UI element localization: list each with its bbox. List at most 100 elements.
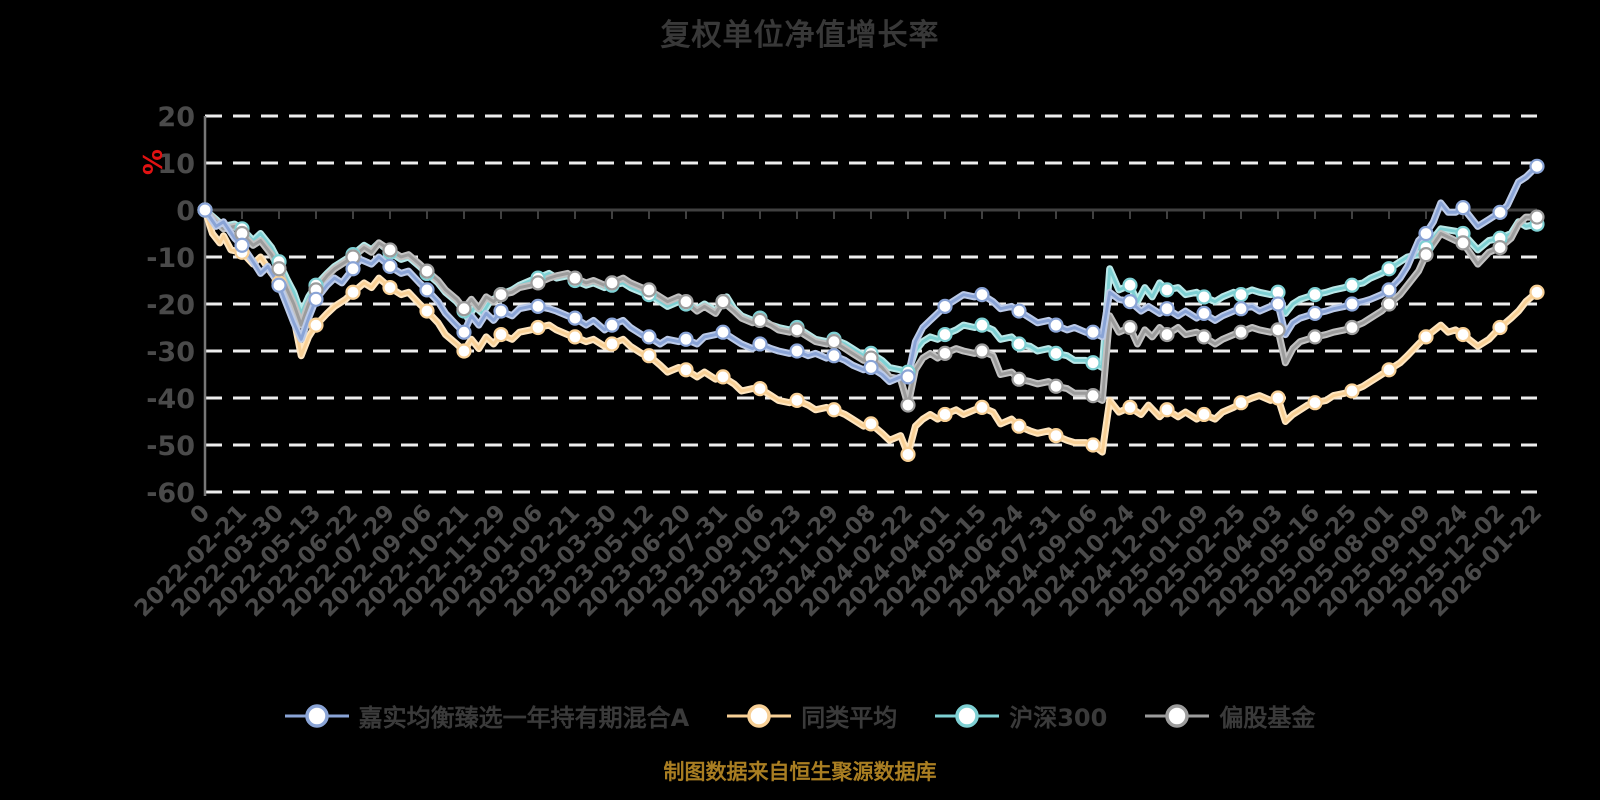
legend-item-label: 同类平均 <box>801 704 898 732</box>
series-marker-3 <box>974 287 990 303</box>
legend-item-1[interactable]: 同类平均 <box>727 698 897 733</box>
series-marker-3 <box>678 331 694 347</box>
legend-marker-icon <box>935 703 1000 728</box>
series-marker-3 <box>1307 305 1323 321</box>
legend: 嘉实均衡臻选一年持有期混合A 同类平均 沪深300 偏股基金 <box>0 698 1600 733</box>
series-marker-1 <box>1344 277 1360 293</box>
y-tick-label: -10 <box>146 243 195 274</box>
series-marker-0 <box>1011 418 1027 434</box>
series-marker-0 <box>1418 329 1434 345</box>
series-marker-2 <box>382 242 398 258</box>
x-axis <box>204 208 1538 219</box>
series-marker-3 <box>1381 282 1397 298</box>
legend-marker-icon <box>284 703 349 728</box>
series-marker-2 <box>974 343 990 359</box>
series-marker-3 <box>900 369 916 385</box>
series-marker-0 <box>1307 395 1323 411</box>
series-marker-1 <box>1085 355 1101 371</box>
series-marker-1 <box>1048 345 1064 361</box>
legend-marker-icon <box>727 703 792 728</box>
series-marker-1 <box>1011 336 1027 352</box>
series-marker-3 <box>1418 225 1434 242</box>
series-marker-2 <box>1122 319 1138 336</box>
series-marker-0 <box>715 369 731 385</box>
series-marker-1 <box>1122 277 1138 293</box>
series-marker-0 <box>1048 428 1064 444</box>
percent-unit-label: % <box>136 149 166 175</box>
series-marker-2 <box>1418 247 1434 263</box>
series-marker-0 <box>937 406 953 423</box>
series-marker-2 <box>900 397 916 413</box>
series-marker-2 <box>1011 371 1027 387</box>
series-marker-2 <box>1048 378 1064 394</box>
series-marker-1 <box>1159 282 1175 298</box>
series-marker-3 <box>271 277 287 293</box>
series-marker-3 <box>197 202 213 218</box>
series-marker-0 <box>604 336 620 352</box>
series-marker-1 <box>974 317 990 333</box>
legend-item-3[interactable]: 偏股基金 <box>1145 698 1315 733</box>
y-tick-label: 0 <box>176 196 195 227</box>
series-marker-2 <box>493 287 509 303</box>
y-tick-label: 20 <box>157 102 195 133</box>
series-marker-3 <box>715 324 731 340</box>
series-marker-0 <box>1529 284 1545 300</box>
series-marker-3 <box>530 298 546 314</box>
series-marker-1 <box>1381 261 1397 277</box>
series-marker-0 <box>1270 390 1286 406</box>
series-marker-2 <box>1085 388 1101 404</box>
series-marker-3 <box>308 291 324 307</box>
chart-title: 复权单位净值增长率 <box>660 18 940 53</box>
series-marker-0 <box>826 402 842 418</box>
series-marker-2 <box>1492 240 1508 256</box>
series-marker-0 <box>974 399 990 415</box>
series-marker-3 <box>1529 158 1545 174</box>
series-marker-3 <box>937 298 953 314</box>
series-marker-3 <box>345 261 361 277</box>
series-marker-2 <box>752 312 768 329</box>
data-source-caption: 制图数据来自恒生聚源数据库 <box>663 760 937 784</box>
series-marker-2 <box>271 261 287 277</box>
series-marker-1 <box>1307 287 1323 303</box>
series-marker-0 <box>1159 402 1175 418</box>
legend-item-2[interactable]: 沪深300 <box>935 698 1107 733</box>
series-marker-2 <box>1381 296 1397 312</box>
series-marker-2 <box>1529 209 1545 225</box>
series-marker-3 <box>567 310 583 326</box>
series-marker-2 <box>826 334 842 350</box>
series-marker-0 <box>641 348 657 364</box>
legend-item-label: 嘉实均衡臻选一年持有期混合A <box>358 704 690 732</box>
series-marker-0 <box>456 343 472 359</box>
series-marker-3 <box>1085 324 1101 340</box>
series-marker-0 <box>345 284 361 300</box>
series-marker-3 <box>1159 301 1175 317</box>
series-marker-3 <box>1196 305 1212 321</box>
series-marker-0 <box>419 303 435 319</box>
series-marker-2 <box>567 270 583 286</box>
series-marker-0 <box>493 326 509 343</box>
series-marker-2 <box>1307 329 1323 345</box>
series-markers <box>197 158 1545 462</box>
series-marker-2 <box>789 322 805 338</box>
series-marker-3 <box>1455 200 1471 216</box>
legend-item-0[interactable]: 嘉实均衡臻选一年持有期混合A <box>284 698 690 733</box>
series-marker-3 <box>456 324 472 340</box>
x-axis-labels: 02022-02-212022-03-302022-05-132022-06-2… <box>130 500 1547 622</box>
series-marker-0 <box>308 317 324 333</box>
series-marker-3 <box>382 258 398 274</box>
series-marker-3 <box>1270 296 1286 312</box>
y-axis-labels: 20 10 0 -10 -20 -30 -40 -50 -60 <box>146 102 195 509</box>
series-marker-2 <box>1270 322 1286 338</box>
y-tick-label: -20 <box>146 290 195 321</box>
series-marker-2 <box>604 275 620 291</box>
series-marker-1 <box>1233 287 1249 303</box>
series-marker-3 <box>234 237 250 253</box>
series-marker-3 <box>1011 303 1027 319</box>
series-marker-0 <box>752 381 768 397</box>
series-marker-3 <box>1233 301 1249 317</box>
legend-item-label: 沪深300 <box>1009 704 1108 732</box>
series-marker-2 <box>715 294 731 310</box>
series-marker-2 <box>1196 329 1212 345</box>
y-tick-label: -30 <box>146 337 195 368</box>
